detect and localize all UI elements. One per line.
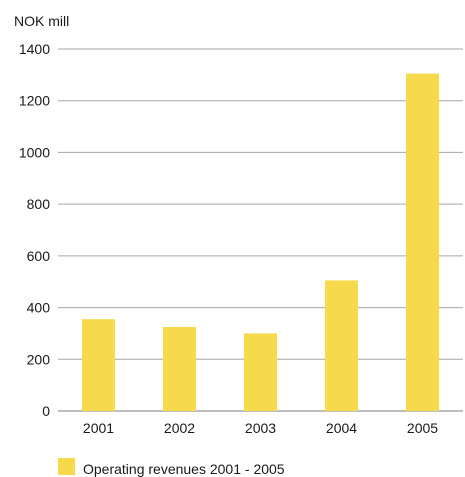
y-tick-label: 1000	[19, 144, 50, 160]
y-tick-label: 1400	[19, 41, 50, 57]
x-tick-labels: 2001 2002 2003 2004 2005	[83, 420, 438, 436]
y-tick-label: 600	[27, 248, 51, 264]
bar-2001	[82, 319, 115, 411]
bar-2004	[325, 280, 358, 411]
y-tick-label: 400	[27, 300, 51, 316]
y-tick-labels: 0 200 400 600 800 1000 1200 1400	[19, 41, 50, 419]
x-tick-label: 2002	[164, 420, 195, 436]
y-unit-label: NOK mill	[14, 13, 69, 29]
y-tick-label: 800	[27, 196, 51, 212]
gridlines	[58, 48, 463, 412]
legend: Operating revenues 2001 - 2005	[58, 458, 285, 477]
y-tick-label: 200	[27, 351, 51, 367]
bar-2005	[406, 73, 439, 412]
legend-swatch	[58, 458, 75, 475]
bar-2003	[244, 333, 277, 411]
x-tick-label: 2005	[407, 420, 438, 436]
legend-label: Operating revenues 2001 - 2005	[83, 461, 285, 477]
y-tick-label: 1200	[19, 93, 50, 109]
x-tick-label: 2001	[83, 420, 114, 436]
y-tick-label: 0	[42, 403, 50, 419]
bars	[82, 73, 439, 412]
bar-2002	[163, 326, 196, 411]
x-tick-label: 2003	[245, 420, 276, 436]
x-tick-label: 2004	[326, 420, 357, 436]
